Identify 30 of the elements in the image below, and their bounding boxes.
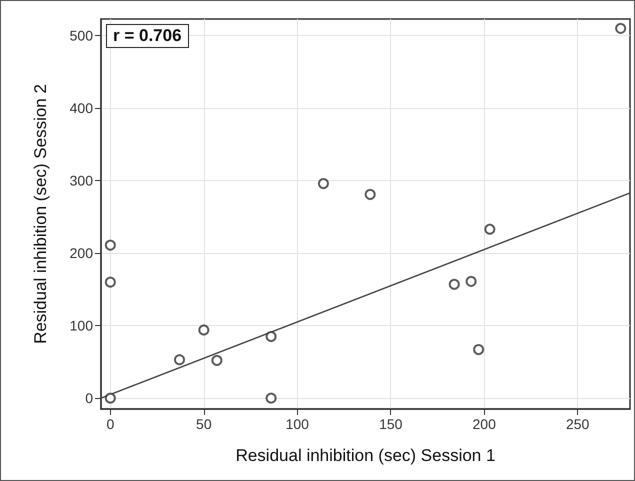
x-tick-label: 250 bbox=[566, 416, 590, 432]
y-tick-label: 100 bbox=[70, 318, 94, 334]
x-axis-title: Residual inhibition (sec) Session 1 bbox=[236, 446, 496, 465]
y-tick-label: 500 bbox=[70, 28, 94, 44]
point bbox=[473, 344, 484, 356]
x-tick-label: 0 bbox=[106, 416, 114, 432]
y-tick-label: 300 bbox=[70, 172, 94, 189]
x-tick-label: 200 bbox=[472, 416, 496, 432]
point bbox=[466, 276, 477, 287]
point bbox=[104, 276, 116, 288]
y-tick-label: 400 bbox=[70, 100, 94, 116]
point bbox=[266, 392, 277, 404]
point bbox=[211, 354, 222, 366]
y-axis-title: Residual inhibition (sec) Session 2 bbox=[31, 84, 50, 344]
x-tick-label: 100 bbox=[286, 416, 310, 432]
y-tick-label: 0 bbox=[85, 390, 94, 406]
point bbox=[104, 392, 116, 404]
point bbox=[615, 22, 626, 34]
y-tick-label: 200 bbox=[70, 245, 94, 262]
point bbox=[484, 224, 496, 235]
point bbox=[198, 324, 210, 336]
point bbox=[364, 188, 376, 200]
point bbox=[266, 331, 277, 342]
point bbox=[448, 278, 460, 290]
x-tick-label: 50 bbox=[196, 416, 212, 432]
point bbox=[174, 354, 186, 366]
point bbox=[104, 240, 116, 251]
x-tick-label: 150 bbox=[379, 416, 403, 432]
annotation: r = 0.706 bbox=[106, 24, 189, 48]
point bbox=[318, 178, 329, 190]
